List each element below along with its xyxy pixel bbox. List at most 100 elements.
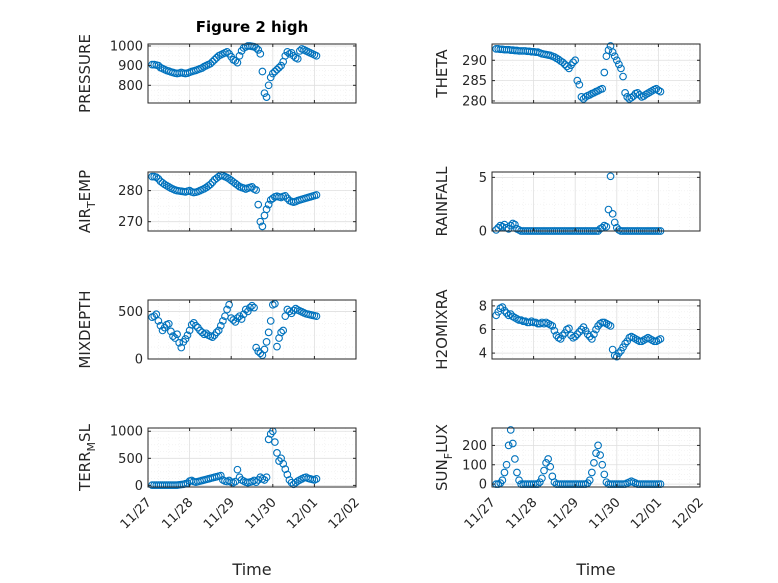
y-axis-label-part: F <box>442 453 455 459</box>
data-point <box>285 307 294 316</box>
data-point <box>167 327 175 336</box>
data-point <box>262 205 271 214</box>
data-point <box>256 217 265 226</box>
data-point <box>208 333 217 341</box>
data-point <box>598 84 607 93</box>
data-point <box>233 314 242 322</box>
data-point <box>604 205 613 214</box>
data-point <box>150 312 159 321</box>
data-point <box>233 181 242 189</box>
data-point <box>277 61 285 70</box>
data-point <box>206 59 215 68</box>
data-point <box>173 330 181 339</box>
data-point <box>223 305 231 314</box>
x-tick-label: 11/30 <box>587 495 624 532</box>
data-point <box>243 307 252 316</box>
data-point <box>262 473 271 482</box>
x-tick-label: 11/28 <box>503 495 540 532</box>
data-point <box>260 345 269 354</box>
data-point <box>252 478 261 486</box>
data-point <box>504 441 513 450</box>
data-point <box>312 51 321 60</box>
data-point <box>256 49 265 58</box>
data-point <box>266 73 275 82</box>
data-point <box>612 56 621 65</box>
data-point <box>590 458 598 467</box>
data-point <box>266 317 275 325</box>
data-point <box>604 46 613 54</box>
y-tick-label: 100 <box>462 458 487 473</box>
data-point <box>254 46 263 54</box>
data-point <box>260 89 269 98</box>
data-point <box>169 332 177 341</box>
axes-box <box>491 43 701 104</box>
x-tick-label: 12/02 <box>670 495 707 532</box>
axes-box <box>491 427 701 488</box>
data-point <box>312 312 321 321</box>
data-point <box>233 465 242 474</box>
axes-background <box>492 428 700 487</box>
data-point <box>594 441 602 450</box>
data-point <box>596 451 605 459</box>
data-point <box>571 332 580 341</box>
y-axis-label-part: AIR <box>76 208 94 233</box>
y-axis-label: MIXDEPTH <box>76 290 94 368</box>
y-tick-label: 800 <box>118 79 143 94</box>
data-point <box>229 316 238 324</box>
data-point <box>633 88 642 97</box>
y-axis-label-part: MIXDEPTH <box>76 290 94 368</box>
data-point <box>312 475 321 483</box>
data-point <box>598 460 607 469</box>
y-tick-label: 270 <box>118 215 143 230</box>
data-point <box>585 476 594 485</box>
data-point <box>281 312 290 321</box>
data-point <box>506 426 515 434</box>
y-tick-label: 4 <box>479 347 487 362</box>
data-point <box>571 56 580 65</box>
panel-row3-left: 0 500 MIXDEPTH <box>76 290 357 369</box>
y-axis-label: H2OMIXRA <box>433 289 451 370</box>
data-point <box>258 222 267 231</box>
data-point <box>273 65 281 74</box>
x-tick-label: 11/29 <box>201 495 238 532</box>
data-point <box>610 52 619 61</box>
data-point <box>575 80 584 89</box>
y-axis-label-part: SUN <box>433 459 451 491</box>
y-axis-label: AIRTEMP <box>76 170 98 233</box>
data-point <box>219 317 227 325</box>
data-point <box>154 317 163 325</box>
data-point <box>513 468 521 477</box>
data-point <box>502 460 511 469</box>
data-point <box>587 468 596 477</box>
y-tick-label: 1000 <box>110 39 143 54</box>
data-point <box>615 60 623 69</box>
x-axis-label: Time <box>575 560 615 579</box>
y-axis-label-part: T <box>85 201 98 209</box>
axes-background <box>148 172 356 231</box>
data-point <box>498 476 507 485</box>
axes-background <box>148 44 356 103</box>
data-point <box>656 87 665 96</box>
data-point <box>546 462 555 471</box>
x-tick-label: 12/02 <box>326 495 363 532</box>
y-tick-label: 0 <box>479 225 487 240</box>
data-point <box>602 222 611 231</box>
x-axis-label: Time <box>231 560 271 579</box>
data-point <box>223 48 231 56</box>
data-point <box>198 64 206 72</box>
data-point <box>191 321 200 330</box>
data-point <box>154 174 163 183</box>
data-point <box>235 51 244 60</box>
y-tick-label: 1000 <box>110 425 143 440</box>
x-tick-label: 11/27 <box>118 495 155 532</box>
x-tick-label: 12/01 <box>284 495 321 532</box>
data-point <box>283 48 292 56</box>
axes-background <box>492 172 700 231</box>
data-point <box>273 449 281 457</box>
data-point <box>262 338 271 346</box>
axes-box <box>147 299 357 360</box>
data-point <box>264 81 273 90</box>
data-point <box>164 319 173 328</box>
